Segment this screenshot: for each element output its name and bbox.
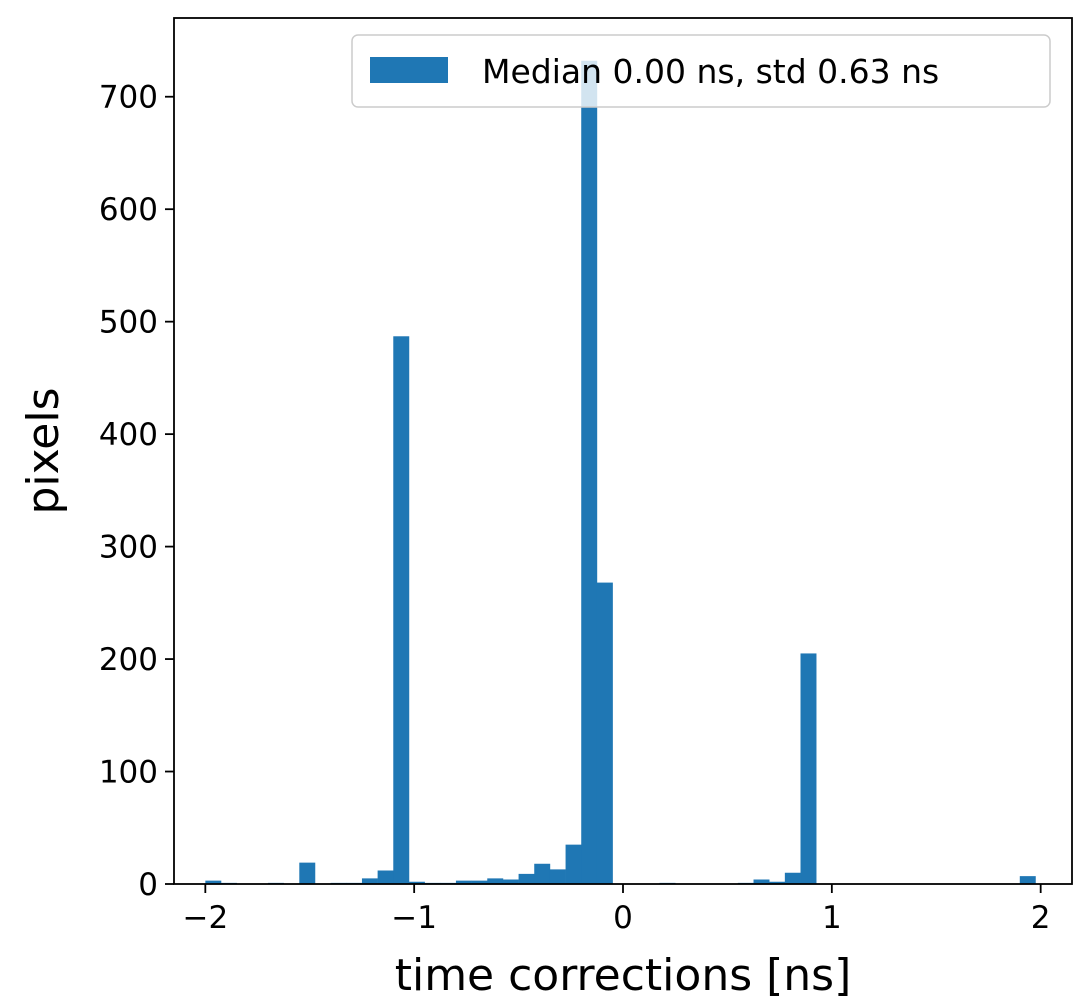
histogram-bar bbox=[518, 873, 535, 884]
x-tick-label: −2 bbox=[182, 900, 228, 936]
x-tick-label: 2 bbox=[1031, 900, 1051, 936]
histogram-bar bbox=[455, 880, 472, 884]
y-tick-label: 0 bbox=[138, 867, 158, 903]
legend: Median 0.00 ns, std 0.63 ns bbox=[351, 34, 1051, 108]
y-axis-title: pixels bbox=[18, 387, 69, 514]
histogram-bar bbox=[1019, 876, 1036, 884]
histogram-bar bbox=[596, 582, 613, 884]
x-tick-label: −1 bbox=[391, 900, 437, 936]
histogram-bar bbox=[769, 881, 786, 884]
y-tick-label: 200 bbox=[99, 642, 158, 678]
y-tick-label: 500 bbox=[99, 305, 158, 341]
histogram-bar bbox=[534, 863, 551, 884]
histogram-bar bbox=[800, 653, 817, 884]
x-tick-label: 0 bbox=[613, 900, 633, 936]
x-tick-label: 1 bbox=[822, 900, 842, 936]
y-axis: 0 100 200 300 400 500 600 700 bbox=[99, 80, 174, 903]
histogram-bar bbox=[377, 870, 394, 884]
x-axis-title: time corrections [ns] bbox=[395, 950, 852, 1001]
y-tick-label: 400 bbox=[99, 417, 158, 453]
histogram-bar bbox=[487, 878, 504, 884]
histogram-bar bbox=[471, 880, 488, 884]
histogram-bar bbox=[753, 879, 770, 884]
histogram-bar bbox=[581, 60, 598, 885]
legend-label: Median 0.00 ns, std 0.63 ns bbox=[482, 52, 939, 91]
histogram-bar bbox=[393, 336, 410, 884]
legend-box bbox=[351, 34, 1051, 108]
histogram-bar bbox=[408, 881, 425, 884]
y-tick-label: 300 bbox=[99, 530, 158, 566]
histogram-bar bbox=[361, 878, 378, 884]
histogram-bar bbox=[205, 880, 222, 884]
histogram-bar bbox=[299, 862, 316, 884]
histogram-bar bbox=[565, 844, 582, 884]
histogram-bars bbox=[205, 60, 1036, 885]
histogram-bar bbox=[502, 879, 519, 884]
y-tick-label: 100 bbox=[99, 755, 158, 791]
legend-swatch bbox=[370, 57, 448, 83]
y-tick-label: 600 bbox=[99, 192, 158, 228]
y-tick-label: 700 bbox=[99, 80, 158, 116]
histogram-bar bbox=[784, 872, 801, 884]
x-axis: −2 −1 0 1 2 bbox=[182, 884, 1051, 936]
histogram-bar bbox=[549, 869, 566, 884]
